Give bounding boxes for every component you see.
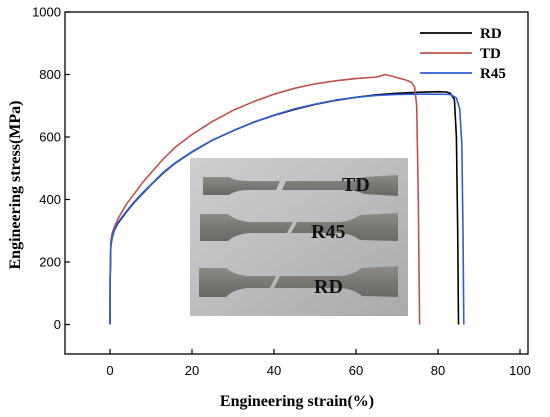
data-series — [109, 73, 465, 325]
specimen-td-right — [282, 175, 398, 196]
axis-ticks — [65, 11, 521, 354]
x-axis-title: Engineering strain(%) — [220, 393, 374, 410]
y-tick-label: 200 — [39, 255, 61, 270]
series-line-td — [109, 73, 421, 325]
photo-label-td: TD — [342, 174, 370, 196]
specimen-r45-right — [291, 213, 398, 241]
specimen-td-left — [203, 177, 280, 195]
specimen-rd-right — [274, 266, 398, 297]
y-tick-label: 1000 — [32, 5, 61, 20]
y-axis-title: Engineering stress(MPa) — [7, 100, 24, 269]
plot-frame — [64, 11, 529, 355]
series-line-r45 — [109, 93, 465, 325]
x-tick-label: 80 — [431, 363, 445, 378]
y-tick-label: 400 — [39, 192, 61, 207]
y-tick-label: 800 — [39, 67, 61, 82]
legend-label-r45: R45 — [480, 66, 506, 82]
x-tick-label: 40 — [267, 363, 281, 378]
photo-label-r45: R45 — [311, 221, 345, 243]
y-tick-label: 600 — [39, 130, 61, 145]
specimen-photo: TD R45 RD — [190, 158, 408, 316]
specimen-r45-left — [200, 214, 293, 241]
legend-label-td: TD — [480, 46, 501, 62]
legend-label-rd: RD — [480, 26, 502, 42]
x-tick-label: 100 — [509, 363, 531, 378]
specimen-rd-left — [199, 268, 276, 297]
x-tick-label: 0 — [106, 363, 113, 378]
photo-label-rd: RD — [314, 276, 343, 298]
x-tick-label: 60 — [349, 363, 363, 378]
y-tick-label: 0 — [54, 317, 61, 332]
legend: RD TD R45 — [420, 26, 506, 82]
x-tick-label: 20 — [185, 363, 199, 378]
